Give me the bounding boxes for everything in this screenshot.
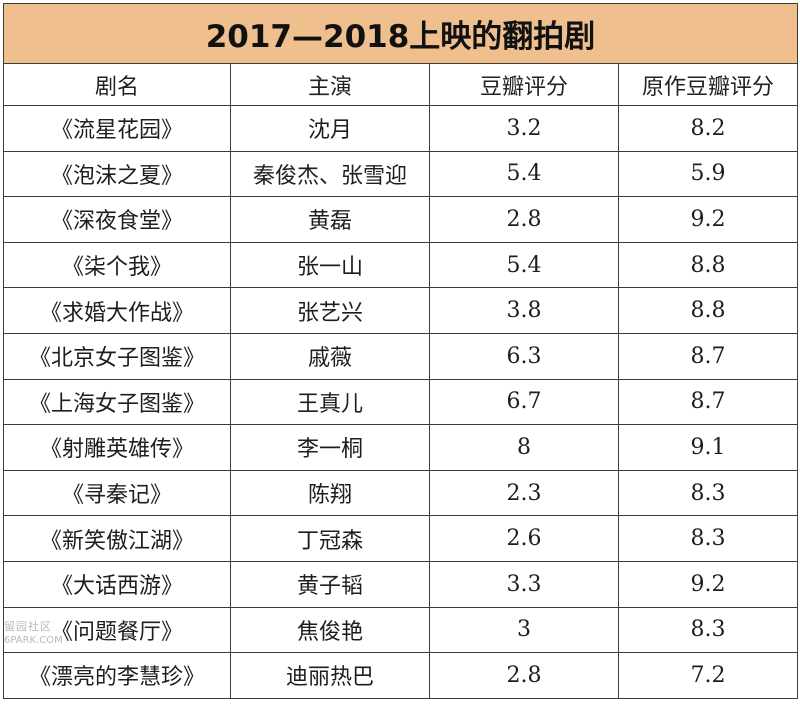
cell-douban-score: 2.8	[429, 652, 619, 699]
column-header-lead: 主演	[230, 63, 430, 106]
table-row: 《漂亮的李慧珍》 迪丽热巴 2.8 7.2	[3, 652, 798, 699]
cell-douban-score: 3.3	[429, 560, 619, 608]
cell-douban-score: 3	[429, 606, 619, 654]
cell-douban-score: 3.8	[429, 287, 619, 334]
cell-original-douban-score: 9.2	[618, 560, 798, 608]
cell-drama-name: 《求婚大作战》	[3, 287, 231, 334]
cell-drama-name: 《射雕英雄传》	[3, 424, 231, 471]
cell-lead-actor: 丁冠森	[230, 515, 430, 562]
cell-drama-name: 《泡沫之夏》	[3, 150, 231, 198]
cell-drama-name: 《深夜食堂》	[3, 196, 231, 243]
cell-original-douban-score: 8.7	[618, 378, 798, 426]
header-row: 剧名 主演 豆瓣评分 原作豆瓣评分	[3, 63, 798, 106]
cell-drama-name: 《流星花园》	[3, 105, 231, 152]
table-row: 《流星花园》 沈月 3.2 8.2	[3, 105, 798, 152]
cell-drama-name: 《问题餐厅》	[3, 606, 231, 654]
table-row: 《求婚大作战》 张艺兴 3.8 8.8	[3, 287, 798, 334]
remake-drama-table: 2017—2018上映的翻拍剧 剧名 主演 豆瓣评分 原作豆瓣评分 《流星花园》…	[3, 3, 798, 699]
cell-lead-actor: 焦俊艳	[230, 606, 430, 654]
site-watermark: 留园社区 6PARK.COM	[4, 620, 64, 648]
cell-original-douban-score: 9.2	[618, 196, 798, 243]
cell-original-douban-score: 8.3	[618, 469, 798, 517]
cell-drama-name: 《漂亮的李慧珍》	[3, 652, 231, 699]
cell-lead-actor: 陈翔	[230, 469, 430, 517]
cell-drama-name: 《新笑傲江湖》	[3, 515, 231, 562]
table-title: 2017—2018上映的翻拍剧	[3, 3, 798, 64]
table-row: 《寻秦记》 陈翔 2.3 8.3	[3, 469, 798, 517]
column-header-name: 剧名	[3, 63, 231, 106]
table-row: 《问题餐厅》 焦俊艳 3 8.3	[3, 606, 798, 654]
cell-lead-actor: 戚薇	[230, 332, 430, 380]
cell-douban-score: 2.3	[429, 469, 619, 517]
cell-douban-score: 6.3	[429, 332, 619, 380]
cell-drama-name: 《寻秦记》	[3, 469, 231, 517]
cell-original-douban-score: 8.3	[618, 515, 798, 562]
cell-drama-name: 《北京女子图鉴》	[3, 332, 231, 380]
table-row: 《新笑傲江湖》 丁冠森 2.6 8.3	[3, 515, 798, 562]
cell-lead-actor: 张一山	[230, 241, 430, 289]
cell-lead-actor: 秦俊杰、张雪迎	[230, 150, 430, 198]
cell-original-douban-score: 8.2	[618, 105, 798, 152]
cell-douban-score: 3.2	[429, 105, 619, 152]
table-row: 《柒个我》 张一山 5.4 8.8	[3, 241, 798, 289]
cell-original-douban-score: 7.2	[618, 652, 798, 699]
cell-original-douban-score: 5.9	[618, 150, 798, 198]
cell-lead-actor: 沈月	[230, 105, 430, 152]
table-row: 《深夜食堂》 黄磊 2.8 9.2	[3, 196, 798, 243]
cell-douban-score: 2.6	[429, 515, 619, 562]
table-row: 《上海女子图鉴》 王真儿 6.7 8.7	[3, 378, 798, 426]
cell-original-douban-score: 8.8	[618, 287, 798, 334]
cell-douban-score: 5.4	[429, 241, 619, 289]
cell-original-douban-score: 9.1	[618, 424, 798, 471]
cell-douban-score: 8	[429, 424, 619, 471]
cell-drama-name: 《上海女子图鉴》	[3, 378, 231, 426]
cell-douban-score: 5.4	[429, 150, 619, 198]
cell-original-douban-score: 8.7	[618, 332, 798, 380]
column-header-score: 豆瓣评分	[429, 63, 619, 106]
table-row: 《北京女子图鉴》 戚薇 6.3 8.7	[3, 332, 798, 380]
cell-original-douban-score: 8.8	[618, 241, 798, 289]
table-row: 《大话西游》 黄子韬 3.3 9.2	[3, 560, 798, 608]
cell-lead-actor: 迪丽热巴	[230, 652, 430, 699]
cell-drama-name: 《柒个我》	[3, 241, 231, 289]
cell-douban-score: 6.7	[429, 378, 619, 426]
cell-drama-name: 《大话西游》	[3, 560, 231, 608]
cell-original-douban-score: 8.3	[618, 606, 798, 654]
cell-lead-actor: 李一桐	[230, 424, 430, 471]
cell-lead-actor: 黄子韬	[230, 560, 430, 608]
table-row: 《射雕英雄传》 李一桐 8 9.1	[3, 424, 798, 471]
cell-douban-score: 2.8	[429, 196, 619, 243]
cell-lead-actor: 王真儿	[230, 378, 430, 426]
watermark-logo-text: 留园社区	[4, 620, 52, 633]
watermark-site-text: 6PARK.COM	[4, 635, 63, 646]
table-row: 《泡沫之夏》 秦俊杰、张雪迎 5.4 5.9	[3, 150, 798, 198]
table-body: 剧名 主演 豆瓣评分 原作豆瓣评分 《流星花园》 沈月 3.2 8.2 《泡沫之夏》 秦俊…	[3, 63, 798, 699]
column-header-original-score: 原作豆瓣评分	[618, 63, 798, 106]
cell-lead-actor: 张艺兴	[230, 287, 430, 334]
cell-lead-actor: 黄磊	[230, 196, 430, 243]
